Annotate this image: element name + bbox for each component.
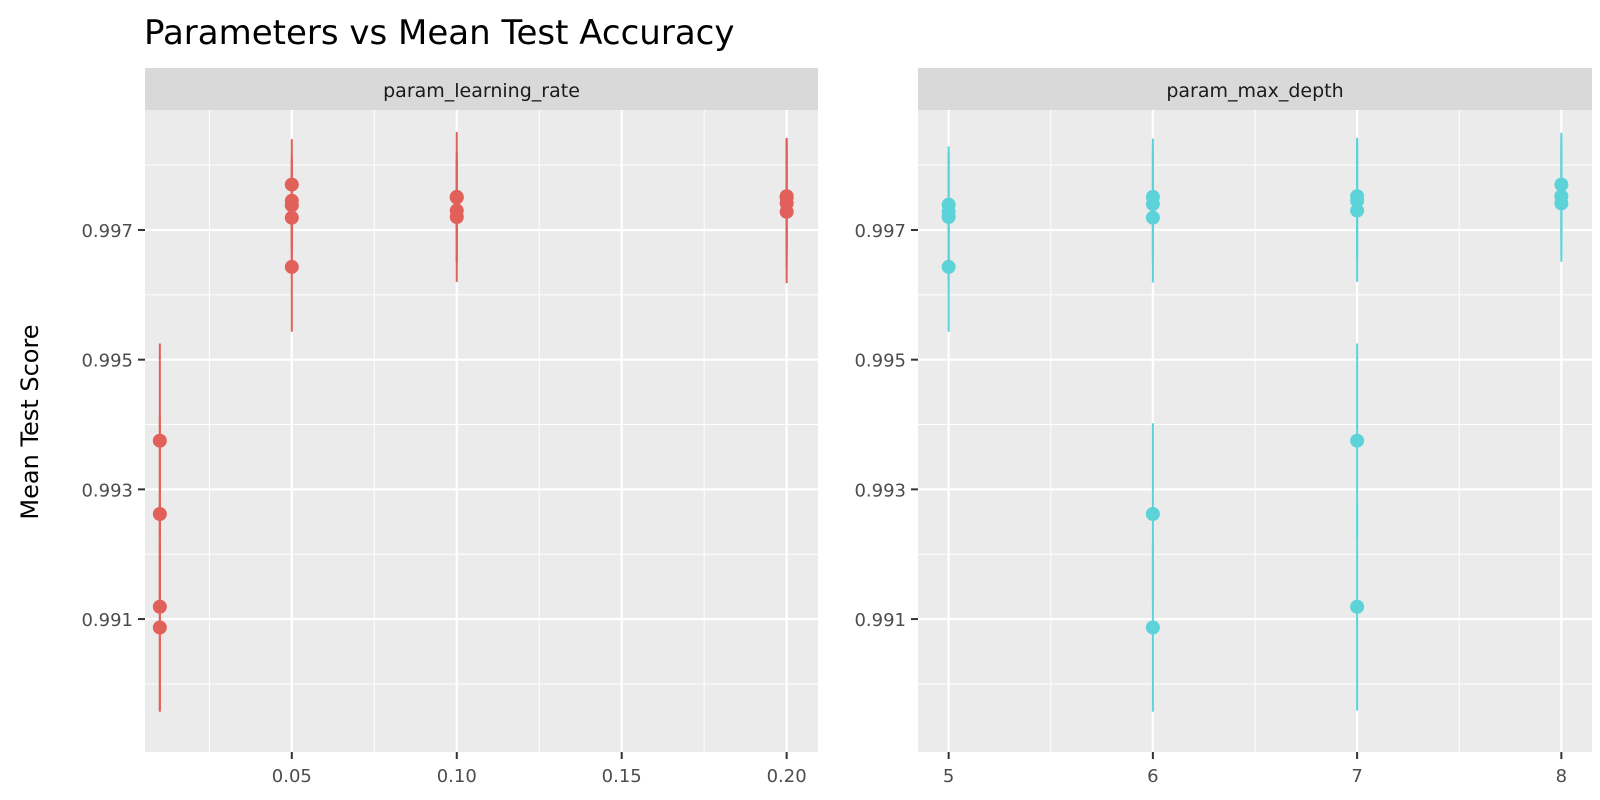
y-tick-label: 0.995	[854, 351, 906, 372]
data-point	[1554, 196, 1569, 211]
facet-strip	[145, 68, 818, 110]
x-tick-label: 0.10	[437, 766, 477, 787]
data-point	[1145, 507, 1160, 522]
panel-param-learning-rate: 0.991 0.993 0.995 0.997 0.05 0.10 0.15 0.20 para…	[81, 68, 818, 787]
data-point	[1350, 433, 1365, 448]
y-tick-label: 0.993	[81, 480, 133, 501]
x-tick-label: 0.15	[602, 766, 642, 787]
data-point	[1350, 193, 1365, 208]
facet-strip-label: param_learning_rate	[383, 80, 580, 102]
data-point	[449, 210, 464, 224]
data-point	[941, 259, 956, 274]
data-point	[941, 210, 956, 224]
x-tick-label: 0.20	[767, 766, 807, 787]
data-point	[152, 433, 167, 448]
x-tick-label: 6	[1147, 766, 1158, 787]
x-tick-label: 7	[1351, 766, 1362, 787]
y-tick-label: 0.993	[854, 480, 906, 501]
x-tick-label: 8	[1556, 766, 1567, 787]
y-tick-label: 0.995	[81, 351, 133, 372]
data-point	[284, 177, 299, 192]
data-point	[152, 599, 167, 614]
x-tick-label: 5	[943, 766, 954, 787]
facet-strip-label: param_max_depth	[1166, 80, 1343, 102]
data-point	[1145, 620, 1160, 635]
y-tick-label: 0.997	[81, 221, 133, 242]
data-point	[1145, 210, 1160, 225]
data-point	[1350, 599, 1365, 614]
data-point	[449, 190, 464, 205]
panel-param-max-depth: 0.991 0.993 0.995 0.997 5 6 7 8 param_max_depth	[854, 68, 1592, 787]
data-point	[284, 210, 299, 225]
facet-strip	[918, 68, 1592, 110]
data-point	[1350, 203, 1365, 218]
data-point	[1145, 197, 1160, 212]
data-point	[284, 259, 299, 274]
y-tick-label: 0.991	[854, 610, 906, 631]
chart-title: Parameters vs Mean Test Accuracy	[144, 13, 734, 53]
data-point	[1554, 177, 1569, 192]
x-tick-label: 0.05	[272, 766, 312, 787]
data-point	[284, 198, 299, 213]
y-tick-label: 0.991	[81, 610, 133, 631]
panel-background	[145, 110, 818, 752]
chart-panels: 0.991 0.993 0.995 0.997 0.05 0.10 0.15 0.20 para…	[81, 68, 1592, 787]
data-point	[152, 620, 167, 635]
data-point	[779, 204, 794, 219]
y-axis-label: Mean Test Score	[16, 324, 44, 519]
y-tick-label: 0.997	[854, 221, 906, 242]
data-point	[152, 507, 167, 522]
